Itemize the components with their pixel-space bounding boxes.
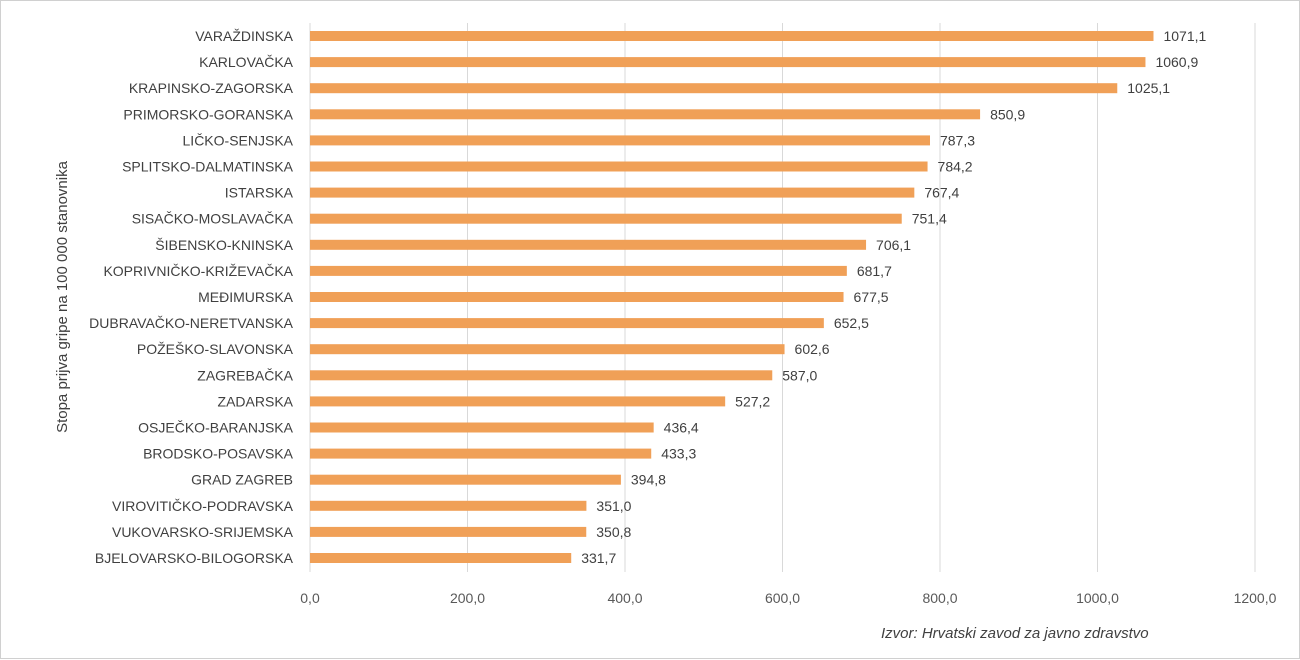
bar <box>310 318 824 329</box>
category-label: BRODSKO-POSAVSKA <box>143 446 294 462</box>
data-label: 331,7 <box>581 550 616 566</box>
bar <box>310 213 902 224</box>
bar <box>310 344 785 355</box>
category-label: VARAŽDINSKA <box>195 28 293 44</box>
bar <box>310 239 867 250</box>
category-label: KARLOVAČKA <box>199 54 294 70</box>
bar <box>310 370 773 381</box>
data-label: 677,5 <box>854 289 889 305</box>
bar <box>310 526 587 537</box>
category-label: OSJEČKO-BARANJSKA <box>138 420 293 436</box>
data-label: 587,0 <box>782 367 817 383</box>
data-label: 850,9 <box>990 106 1025 122</box>
bar <box>310 31 1154 41</box>
category-label: ŠIBENSKO-KNINSKA <box>155 237 293 253</box>
category-label: KRAPINSKO-ZAGORSKA <box>129 80 294 96</box>
category-label: PRIMORSKO-GORANSKA <box>123 106 293 122</box>
bar <box>310 83 1118 94</box>
category-label: SPLITSKO-DALMATINSKA <box>122 159 294 175</box>
data-label: 436,4 <box>664 420 699 436</box>
category-label: BJELOVARSKO-BILOGORSKA <box>95 550 294 566</box>
x-tick-label: 200,0 <box>450 590 485 606</box>
data-label: 681,7 <box>857 263 892 279</box>
category-label: GRAD ZAGREB <box>191 472 293 488</box>
category-label: DUBRAVAČKO-NERETVANSKA <box>89 315 293 331</box>
data-label: 784,2 <box>938 159 973 175</box>
data-label: 767,4 <box>924 185 959 201</box>
y-axis-title: Stopa prijva gripe na 100 000 stanovnika <box>54 160 71 433</box>
category-label: VIROVITIČKO-PODRAVSKA <box>112 498 294 514</box>
data-label: 1071,1 <box>1163 28 1206 44</box>
category-label: ISTARSKA <box>225 185 294 201</box>
bar <box>310 396 726 407</box>
category-label: ZADARSKA <box>218 393 294 409</box>
x-tick-label: 600,0 <box>765 590 800 606</box>
category-label: SISAČKO-MOSLAVAČKA <box>132 211 294 227</box>
x-tick-label: 1200,0 <box>1234 590 1277 606</box>
bar <box>310 57 1146 68</box>
category-label: KOPRIVNIČKO-KRIŽEVAČKA <box>103 263 293 279</box>
x-tick-label: 0,0 <box>300 590 320 606</box>
data-label: 527,2 <box>735 393 770 409</box>
bar <box>310 500 587 511</box>
bar <box>310 292 844 302</box>
data-label: 706,1 <box>876 237 911 253</box>
bar <box>310 187 915 198</box>
x-tick-label: 1000,0 <box>1076 590 1119 606</box>
category-label: POŽEŠKO-SLAVONSKA <box>137 341 294 357</box>
category-label: MEĐIMURSKA <box>198 289 294 305</box>
x-tick-label: 800,0 <box>922 590 957 606</box>
bar <box>310 448 652 459</box>
bar <box>310 161 928 172</box>
data-label: 787,3 <box>940 132 975 148</box>
bar <box>310 422 654 433</box>
bar <box>310 135 930 146</box>
category-label: VUKOVARSKO-SRIJEMSKA <box>112 524 294 540</box>
data-label: 350,8 <box>596 524 631 540</box>
data-label: 351,0 <box>596 498 631 514</box>
source-note: Izvor: Hrvatski zavod za javno zdravstvo <box>881 625 1149 642</box>
x-tick-label: 400,0 <box>607 590 642 606</box>
data-label: 751,4 <box>912 211 947 227</box>
data-label: 602,6 <box>795 341 830 357</box>
category-label: LIČKO-SENJSKA <box>183 132 294 148</box>
data-label: 1025,1 <box>1127 80 1170 96</box>
bar <box>310 109 981 120</box>
data-label: 394,8 <box>631 472 666 488</box>
data-label: 433,3 <box>661 446 696 462</box>
data-label: 1060,9 <box>1155 54 1198 70</box>
category-label: ZAGREBAČKA <box>197 367 293 383</box>
bar <box>310 474 621 485</box>
bar <box>310 265 847 276</box>
data-label: 652,5 <box>834 315 869 331</box>
bar <box>310 553 572 563</box>
